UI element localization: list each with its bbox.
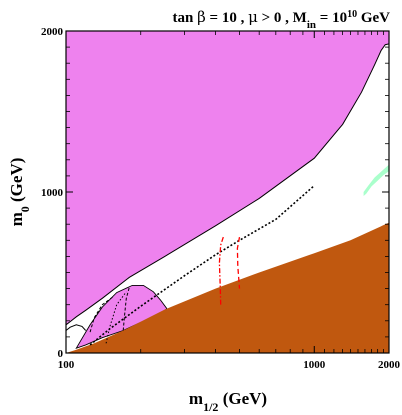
y-tick-label: 0 (58, 348, 64, 360)
y-axis-title-main: m (7, 212, 26, 226)
x-tick-label: 1000 (303, 359, 326, 371)
title-unit: GeV (357, 10, 390, 26)
y-axis-title-sub: 0 (18, 206, 32, 212)
title-tanbeta-value: = 10 , (206, 10, 248, 26)
dotted-black-contour (89, 184, 315, 346)
dashdot-red-contour (218, 236, 224, 305)
y-axis-title: m0 (GeV) (7, 158, 32, 227)
title-min-sub: in (307, 19, 316, 31)
dashed-black-lobe-left (89, 296, 114, 333)
title-beta: β (197, 8, 206, 26)
y-axis-title-unit: (GeV) (7, 158, 26, 207)
pink-lobe-region (75, 284, 168, 350)
x-axis-title-unit: (GeV) (218, 389, 267, 408)
y-tick-label: 1000 (41, 187, 64, 199)
chart-title: tan β = 10 , μ > 0 , Min = 1010 GeV (173, 8, 391, 31)
title-mu: μ (248, 8, 258, 26)
upper-region-boundary (66, 43, 389, 326)
dashed-red-contour (236, 236, 241, 289)
lower-excluded-region (66, 222, 389, 353)
x-tick-label: 100 (58, 359, 75, 371)
title-mu-condition: > 0 , M (258, 10, 307, 26)
title-prefix: tan (173, 10, 198, 26)
title-min-eq: = 10 (316, 10, 347, 26)
x-axis-title: m1/2 (GeV) (189, 389, 267, 414)
dotted-black-lobe (105, 291, 127, 344)
y-tick-label: 2000 (41, 26, 64, 38)
x-axis-title-main: m (189, 389, 203, 408)
axis-ticks: 100 1000 2000 0 1000 2000 (41, 26, 401, 371)
x-tick-label: 2000 (378, 359, 401, 371)
plot-area (66, 31, 389, 353)
coannihilation-strip (363, 164, 389, 196)
small-arc-contour (66, 324, 87, 331)
x-axis-title-sub: 1/2 (203, 400, 218, 414)
dashed-black-lobe-right (122, 286, 130, 331)
upper-excluded-region (66, 31, 389, 325)
title-min-exp: 10 (347, 9, 357, 20)
